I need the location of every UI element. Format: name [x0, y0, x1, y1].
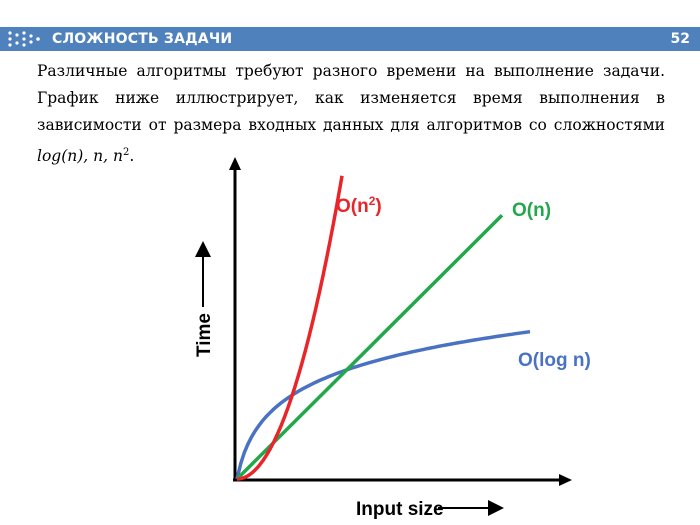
- series-label-n: O(n): [512, 200, 551, 221]
- description-paragraph: Различные алгоритмы требуют разного врем…: [37, 58, 665, 170]
- formula-n: n,: [93, 147, 109, 166]
- slide-header: СЛОЖНОСТЬ ЗАДАЧИ 52: [0, 27, 700, 51]
- formula-log-n: log(n),: [37, 147, 89, 166]
- page-number: 52: [670, 31, 690, 47]
- series-line-n-squared: [236, 175, 344, 481]
- series-label-log-n: O(log n): [518, 350, 591, 371]
- series-label-n-squared: O(n2): [336, 194, 382, 217]
- x-axis-label: Input size: [356, 499, 444, 520]
- paragraph-line-1: Различные алгоритмы требуют разного врем…: [37, 62, 665, 80]
- paragraph-line-2: График ниже иллюстрирует, как изменяется…: [37, 89, 665, 107]
- y-axis-label-group: Time: [194, 241, 215, 357]
- paragraph-formula: log(n), n, n2.: [37, 139, 665, 170]
- x-axis-arrowhead: [559, 474, 572, 486]
- chevron-arrows-icon: [8, 31, 40, 47]
- formula-period: .: [129, 147, 135, 166]
- paragraph-line-3: зависимости от размера входных данных дл…: [37, 116, 665, 134]
- series-line-n: [235, 214, 504, 481]
- y-axis-label: Time: [194, 313, 215, 357]
- series-line-log-n: [235, 329, 531, 480]
- formula-n-squared-exponent: 2: [123, 147, 130, 158]
- slide-title: СЛОЖНОСТЬ ЗАДАЧИ: [52, 31, 233, 47]
- formula-n-squared-base: n: [113, 147, 123, 166]
- y-axis-arrowhead: [229, 157, 241, 170]
